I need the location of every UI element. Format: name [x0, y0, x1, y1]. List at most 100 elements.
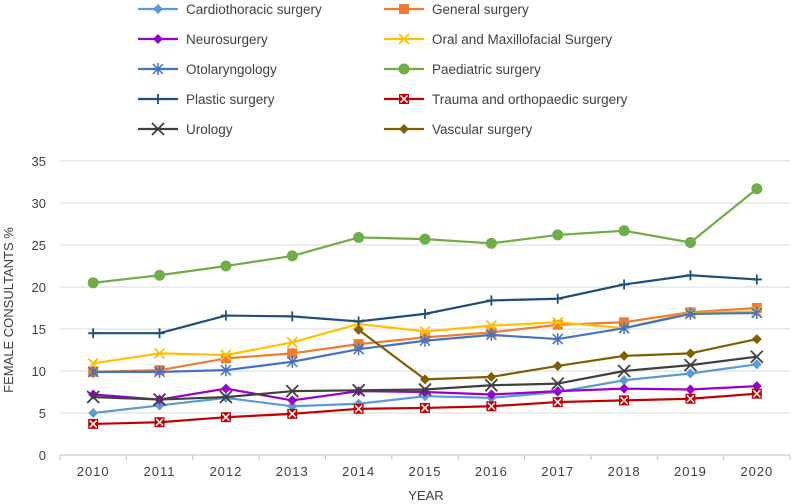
data-point	[418, 382, 432, 397]
y-axis-title: FEMALE CONSULTANTS %	[1, 227, 16, 393]
data-point	[353, 324, 364, 335]
x-tick-label: 2014	[342, 464, 375, 479]
series-trauma-and-orthopaedic-surgery	[88, 388, 762, 429]
data-point	[220, 310, 231, 321]
data-point	[88, 408, 99, 418]
data-point	[154, 269, 166, 281]
legend-label: Neurosurgery	[186, 32, 268, 47]
legend-label: Plastic surgery	[186, 92, 275, 107]
legend-item-vascular-surgery: Vascular surgery	[384, 122, 533, 137]
data-point	[751, 307, 763, 320]
legend-label: Otolaryngology	[186, 62, 277, 77]
y-tick-label: 35	[32, 154, 46, 169]
data-point	[485, 328, 497, 341]
y-tick-label: 15	[32, 322, 46, 337]
data-point	[618, 225, 630, 237]
data-point	[220, 349, 232, 361]
series-paediatric-surgery	[87, 183, 763, 289]
legend-marker	[399, 4, 409, 14]
legend-item-urology: Urology	[138, 122, 233, 137]
data-point	[486, 371, 497, 382]
legend-marker	[398, 63, 410, 75]
data-point	[684, 236, 696, 248]
data-point	[685, 393, 696, 404]
data-point	[154, 328, 165, 339]
gridlines	[60, 160, 790, 414]
plot-area	[86, 183, 764, 429]
data-point	[287, 348, 298, 359]
data-point	[220, 260, 232, 272]
legend-item-plastic-surgery: Plastic surgery	[138, 92, 275, 107]
data-point	[220, 364, 232, 377]
x-tick-label: 2018	[608, 464, 641, 479]
data-point	[552, 397, 563, 408]
data-point	[552, 319, 563, 330]
data-point	[551, 376, 565, 391]
data-point	[552, 386, 563, 397]
data-point	[486, 401, 497, 412]
data-point	[220, 383, 231, 394]
data-point	[552, 293, 563, 304]
series-otolaryngology	[87, 307, 763, 378]
data-point	[286, 250, 298, 262]
x-tick-label: 2011	[144, 464, 176, 479]
data-point	[88, 328, 99, 339]
legend-marker	[152, 63, 164, 75]
data-point	[619, 383, 630, 394]
legend-item-oral-and-maxillofacial-surgery: Oral and Maxillofacial Surgery	[384, 32, 612, 47]
y-tick-label: 0	[39, 448, 46, 463]
data-point	[87, 365, 99, 378]
data-point	[619, 279, 630, 290]
x-tick-label: 2020	[740, 464, 773, 479]
data-point	[419, 233, 431, 245]
x-tick-label: 2016	[475, 464, 508, 479]
data-point	[287, 395, 298, 406]
legend-marker	[153, 94, 163, 104]
data-point	[219, 390, 233, 404]
data-point	[751, 274, 762, 285]
y-tick-label: 10	[32, 364, 46, 379]
axes: 0 5 10 15 20 25 30 35 2010 2011 2012 2013 2014 2015 20…	[32, 154, 791, 479]
data-point	[685, 384, 696, 395]
legend-item-neurosurgery: Neurosurgery	[138, 32, 268, 47]
data-point	[287, 401, 298, 412]
legend-marker	[153, 4, 163, 14]
data-point	[86, 390, 100, 404]
data-point	[154, 365, 166, 378]
y-tick-label: 25	[32, 238, 46, 253]
legend-label: General surgery	[432, 2, 529, 17]
data-point	[617, 364, 631, 378]
data-point	[618, 322, 630, 335]
data-point	[287, 408, 298, 419]
data-point	[619, 375, 630, 386]
data-point	[286, 336, 298, 349]
data-point	[353, 231, 365, 243]
y-tick-label: 5	[39, 406, 46, 421]
data-point	[552, 316, 564, 328]
data-point	[486, 389, 497, 400]
data-point	[285, 384, 299, 398]
data-point	[685, 348, 696, 359]
legend-label: Urology	[186, 122, 233, 137]
x-tick-label: 2017	[541, 464, 574, 479]
data-point	[619, 395, 630, 406]
data-point	[485, 320, 498, 332]
data-point	[220, 412, 231, 423]
data-point	[685, 270, 696, 281]
data-point	[486, 295, 497, 306]
data-point	[353, 403, 364, 414]
data-point	[419, 334, 431, 347]
y-tick-label: 20	[32, 280, 46, 295]
data-point	[751, 183, 763, 195]
data-point	[419, 325, 431, 338]
chart-legend: Cardiothoracic surgery General surgery Neu…	[138, 2, 628, 137]
data-point	[287, 311, 298, 322]
legend-marker	[398, 33, 410, 45]
data-point	[286, 355, 298, 368]
series-neurosurgery	[88, 381, 762, 406]
legend-marker	[151, 122, 165, 136]
data-point	[751, 334, 762, 345]
series-urology	[86, 350, 764, 407]
x-tick-label: 2019	[674, 464, 707, 479]
